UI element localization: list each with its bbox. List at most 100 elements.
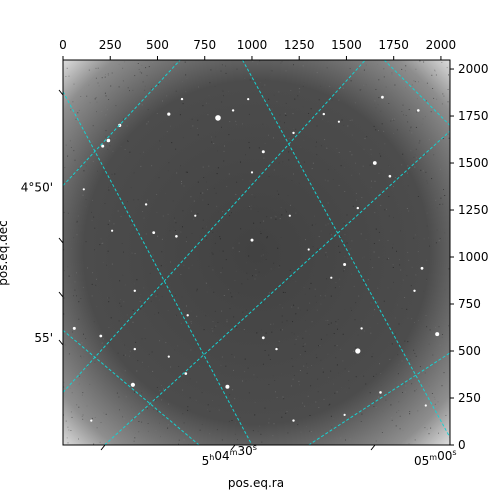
- noise-speck: [208, 265, 210, 267]
- noise-speck: [160, 285, 162, 287]
- noise-speck: [242, 380, 243, 382]
- noise-speck: [426, 279, 428, 281]
- star: [322, 112, 325, 116]
- noise-speck: [124, 148, 126, 150]
- noise-speck: [212, 253, 214, 255]
- noise-speck: [67, 212, 69, 214]
- noise-speck: [403, 114, 404, 116]
- noise-speck: [306, 309, 308, 311]
- noise-speck: [369, 392, 371, 394]
- noise-speck: [374, 180, 376, 182]
- noise-speck: [241, 123, 243, 125]
- noise-speck: [73, 295, 74, 297]
- noise-speck: [226, 319, 228, 321]
- noise-speck: [381, 190, 383, 192]
- noise-speck: [330, 415, 332, 417]
- noise-speck: [320, 303, 322, 305]
- noise-speck: [408, 109, 410, 111]
- noise-speck: [220, 272, 222, 274]
- noise-speck: [360, 198, 362, 200]
- noise-speck: [442, 203, 444, 205]
- noise-speck: [419, 140, 421, 142]
- noise-speck: [380, 110, 382, 112]
- star: [420, 266, 424, 270]
- noise-speck: [431, 178, 433, 180]
- noise-speck: [203, 358, 205, 359]
- noise-speck: [223, 150, 225, 152]
- noise-speck: [273, 262, 275, 264]
- noise-speck: [391, 245, 393, 247]
- grid-line: [63, 91, 253, 445]
- noise-speck: [64, 270, 65, 272]
- noise-speck: [334, 345, 336, 347]
- noise-speck: [383, 95, 385, 97]
- noise-speck: [407, 172, 408, 174]
- noise-speck: [360, 89, 362, 90]
- noise-speck: [105, 74, 106, 75]
- noise-speck: [239, 417, 241, 419]
- noise-speck: [246, 272, 248, 274]
- noise-speck: [190, 128, 192, 130]
- noise-speck: [309, 415, 311, 416]
- noise-speck: [297, 336, 299, 337]
- noise-speck: [378, 231, 380, 233]
- noise-speck: [70, 147, 72, 148]
- star: [82, 188, 85, 191]
- noise-speck: [302, 262, 304, 264]
- noise-speck: [214, 242, 216, 244]
- noise-speck: [231, 354, 233, 355]
- coordinate-grid: [63, 60, 450, 445]
- x-tick-label: 500: [146, 38, 169, 52]
- noise-speck: [169, 230, 171, 232]
- ra-value: 05: [414, 454, 429, 468]
- noise-speck: [214, 365, 216, 367]
- noise-speck: [148, 353, 150, 355]
- noise-speck: [288, 137, 290, 139]
- noise-speck: [299, 370, 301, 371]
- noise-speck: [338, 152, 340, 153]
- noise-speck: [108, 99, 110, 100]
- noise-speck: [260, 171, 262, 173]
- noise-speck: [434, 403, 436, 405]
- noise-speck: [249, 147, 251, 149]
- noise-speck: [175, 90, 177, 92]
- noise-speck: [257, 430, 259, 432]
- noise-speck: [423, 238, 425, 240]
- noise-speck: [399, 428, 401, 430]
- noise-speck: [382, 353, 384, 355]
- noise-speck: [441, 336, 443, 338]
- noise-speck: [221, 310, 223, 312]
- noise-speck: [300, 146, 302, 148]
- noise-speck: [264, 407, 266, 409]
- noise-speck: [336, 437, 338, 439]
- y-tick-label: 1000: [458, 250, 489, 264]
- noise-speck: [377, 301, 379, 303]
- noise-speck: [329, 233, 331, 235]
- noise-speck: [396, 411, 398, 413]
- noise-speck: [422, 118, 424, 120]
- noise-speck: [156, 387, 158, 388]
- noise-speck: [374, 309, 376, 311]
- noise-speck: [155, 295, 157, 297]
- noise-speck: [430, 427, 432, 429]
- star: [167, 112, 171, 116]
- noise-speck: [390, 288, 392, 290]
- noise-speck: [92, 272, 94, 274]
- noise-speck: [72, 101, 74, 103]
- noise-speck: [255, 275, 257, 277]
- noise-speck: [69, 387, 71, 389]
- noise-speck: [154, 313, 156, 315]
- noise-speck: [406, 308, 408, 310]
- noise-speck: [197, 213, 199, 215]
- noise-speck: [134, 283, 136, 285]
- noise-speck: [353, 350, 354, 352]
- noise-speck: [245, 154, 246, 156]
- noise-speck: [211, 141, 213, 143]
- noise-speck: [122, 67, 124, 69]
- noise-speck: [377, 63, 378, 65]
- noise-speck: [349, 120, 351, 121]
- star: [337, 120, 340, 123]
- x-tick-label: 2000: [426, 38, 457, 52]
- noise-speck: [241, 283, 243, 285]
- noise-speck: [448, 268, 450, 270]
